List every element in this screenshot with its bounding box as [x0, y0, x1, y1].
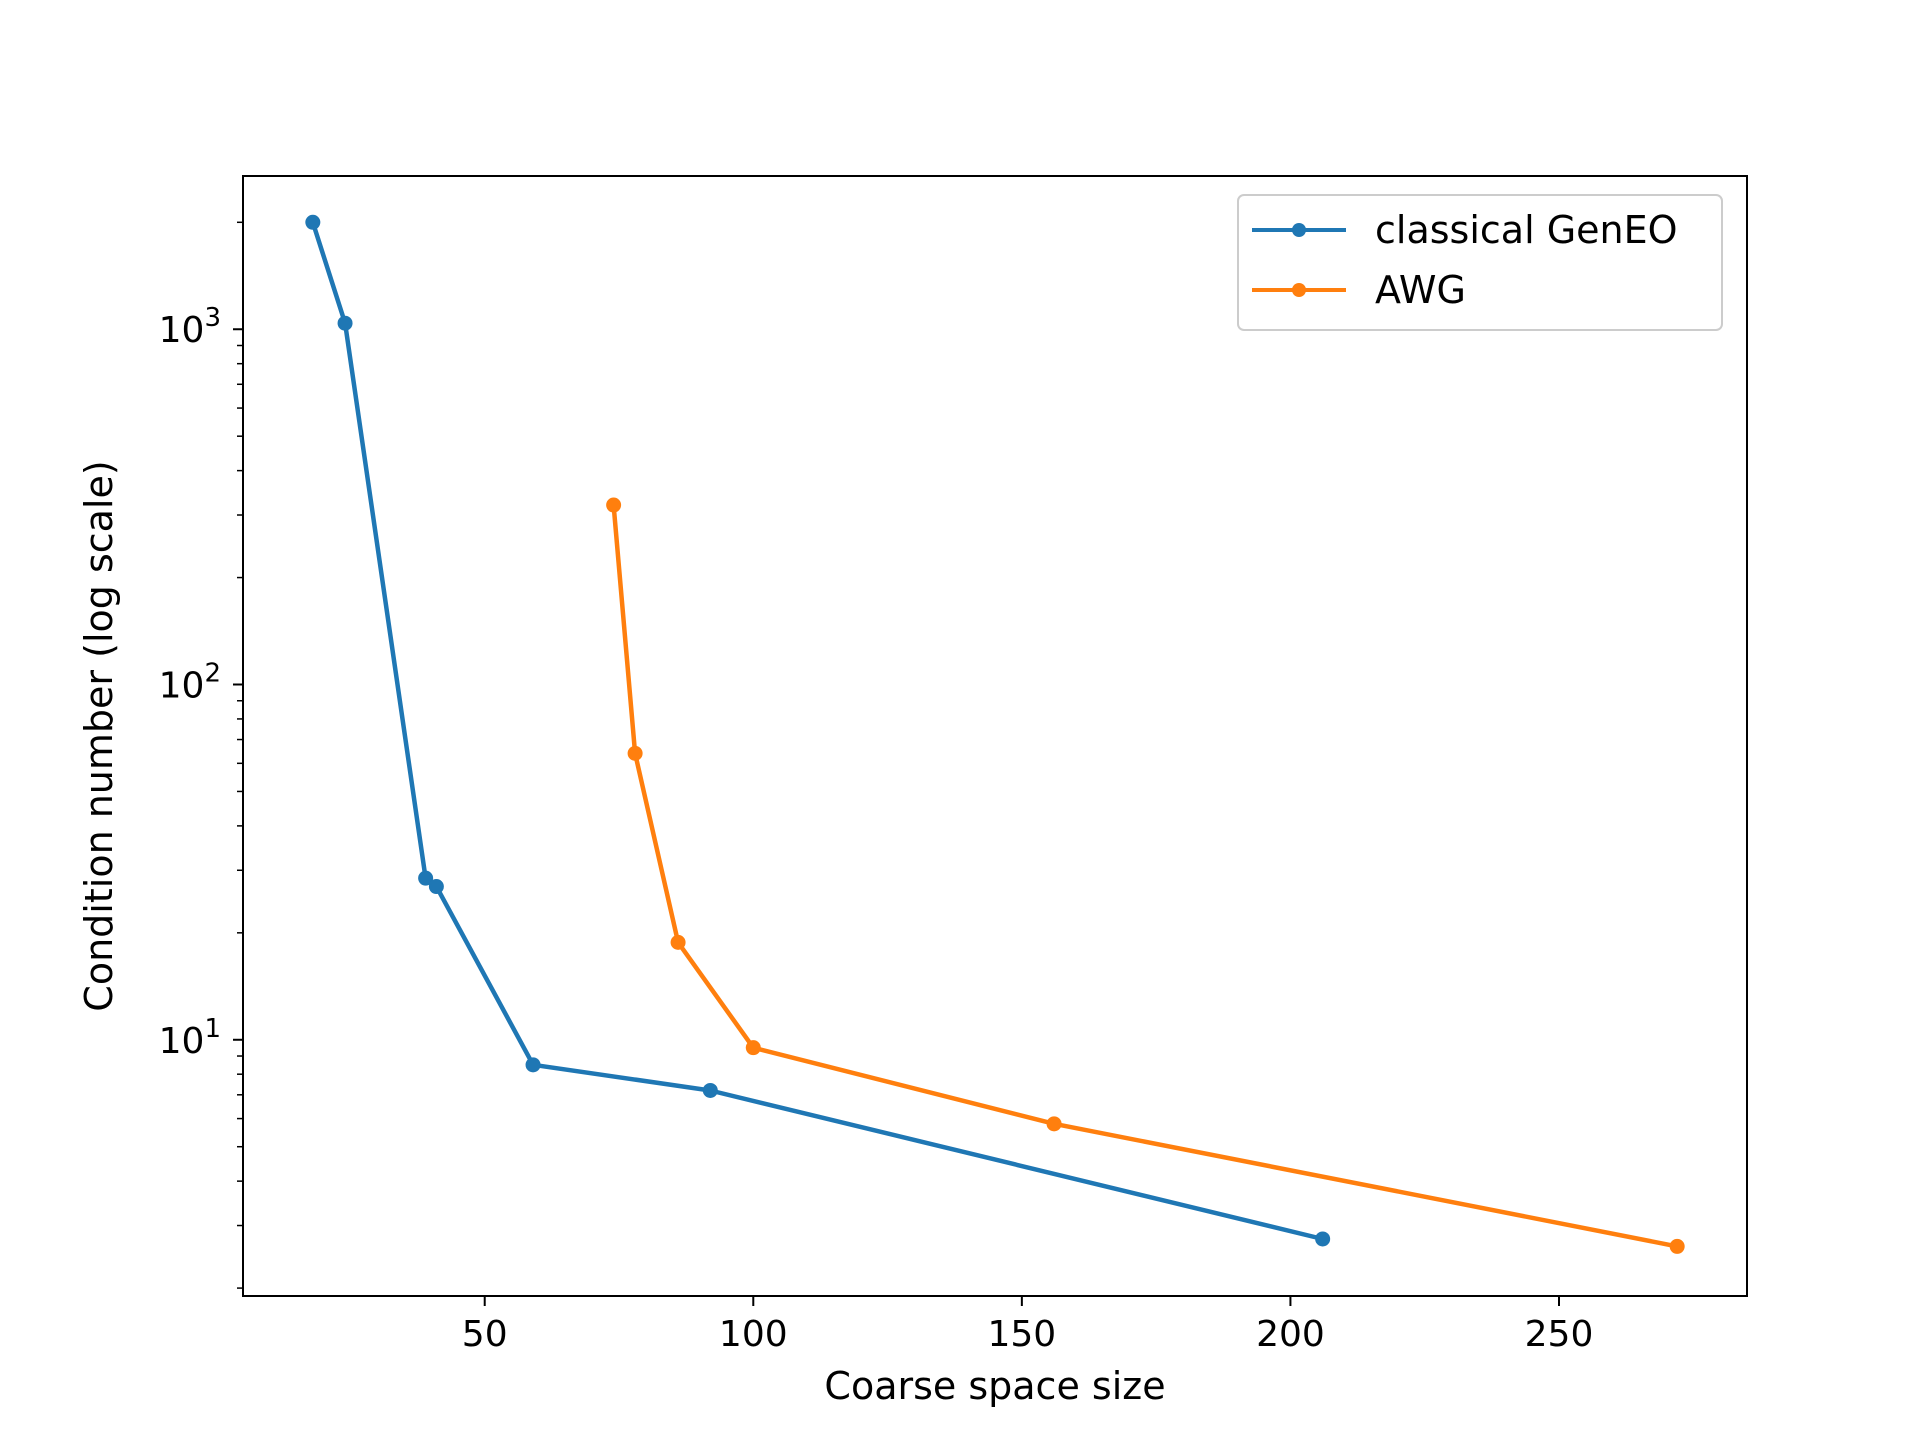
x-axis-label: Coarse space size: [824, 1364, 1165, 1408]
y-axis-label: Condition number (log scale): [77, 460, 121, 1011]
data-point-classical-geneo: [305, 214, 321, 230]
data-point-classical-geneo: [418, 870, 434, 886]
legend-label-classical-geneo: classical GenEO: [1375, 208, 1678, 252]
legend-box: [1237, 194, 1723, 331]
data-point-awg: [627, 745, 643, 761]
legend-entry-classical-geneo: classical GenEO: [1252, 208, 1678, 252]
legend-marker-awg: [1292, 283, 1306, 297]
data-point-classical-geneo: [525, 1057, 541, 1073]
data-point-awg: [670, 934, 686, 950]
legend: classical GenEO AWG: [1237, 194, 1723, 331]
plot-frame: [242, 175, 1748, 1297]
legend-entry-awg: AWG: [1252, 268, 1466, 312]
x-tick-label: 150: [987, 1314, 1056, 1355]
x-tick-label: 100: [719, 1314, 788, 1355]
data-point-awg: [606, 497, 622, 513]
data-point-classical-geneo: [702, 1082, 718, 1098]
data-point-awg: [1046, 1116, 1062, 1132]
data-point-awg: [1669, 1238, 1685, 1254]
y-tick-label: 102: [159, 659, 221, 707]
data-point-classical-geneo: [428, 879, 444, 895]
x-tick-label: 250: [1525, 1314, 1594, 1355]
data-point-classical-geneo: [1315, 1231, 1331, 1247]
x-axis-ticks: 50 100 150 200 250: [462, 1296, 1594, 1355]
y-tick-label: 103: [159, 303, 221, 351]
legend-marker-classical-geneo: [1292, 223, 1306, 237]
x-tick-label: 200: [1256, 1314, 1325, 1355]
y-tick-label: 101: [159, 1014, 221, 1062]
data-point-classical-geneo: [337, 315, 353, 331]
x-tick-label: 50: [462, 1314, 508, 1355]
series-line-awg: [611, 504, 1678, 1249]
legend-label-awg: AWG: [1375, 268, 1466, 312]
y-axis-ticks: 101 102 103: [159, 303, 243, 1062]
data-point-awg: [745, 1040, 761, 1056]
series-layer: [305, 214, 1685, 1254]
